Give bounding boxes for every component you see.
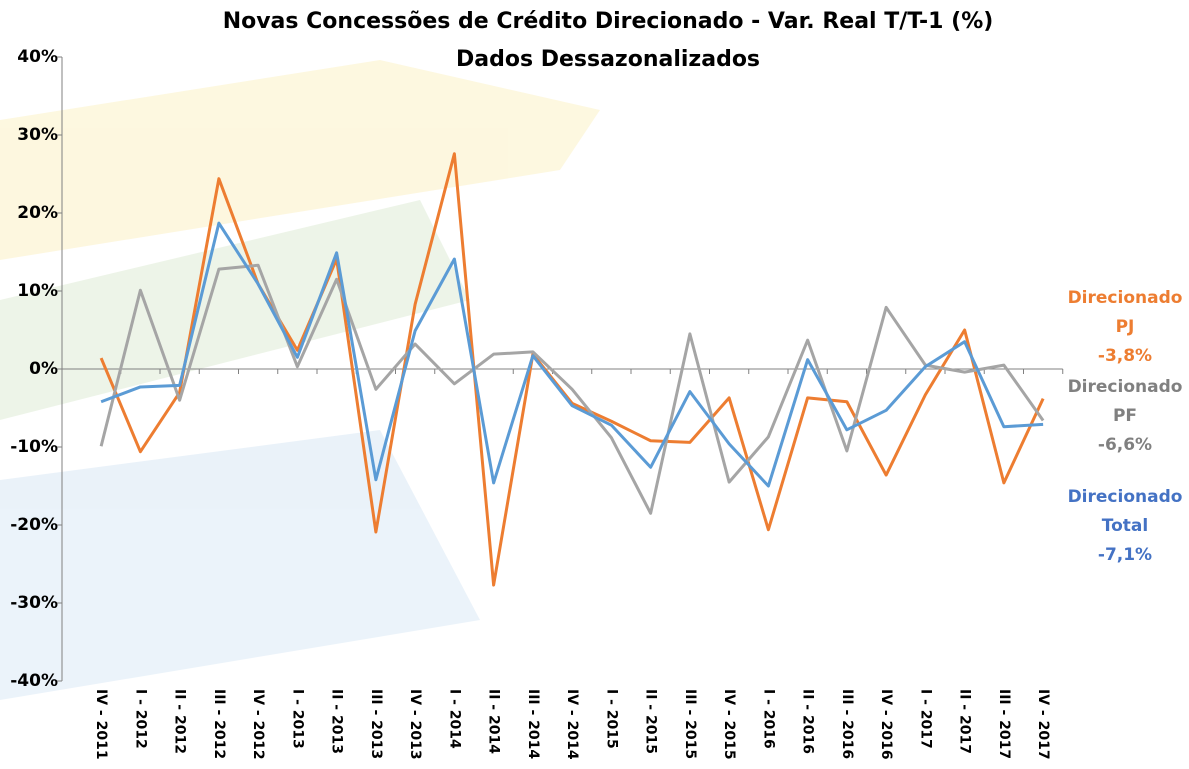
y-tick-label: 10% [17,281,58,301]
x-tick-label: II - 2016 [800,689,816,754]
y-tick-label: 20% [17,203,58,223]
chart: Novas Concessões de Crédito Direcionado … [0,0,1189,769]
x-tick-label: I - 2012 [132,689,148,749]
x-tick-label: I - 2016 [760,689,776,749]
x-tick-label: II - 2015 [643,689,659,754]
x-tick-label: IV - 2016 [878,689,894,760]
y-tick-label: 0% [29,359,58,379]
y-tick-label: -20% [10,515,58,535]
x-tick-label: I - 2015 [603,689,619,749]
x-tick-label: II - 2013 [329,689,345,754]
x-tick-label: I - 2013 [289,689,305,749]
x-tick-label: IV - 2011 [93,689,109,760]
x-tick-label: IV - 2012 [250,689,266,760]
x-tick-label: IV - 2014 [564,689,580,760]
x-tick-label: I - 2017 [917,689,933,749]
x-tick-label: III - 2014 [525,689,541,759]
y-tick-label: 40% [17,47,58,67]
x-tick-label: III - 2015 [682,689,698,759]
x-tick-label: III - 2012 [211,689,227,759]
x-tick-label: IV - 2015 [721,689,737,760]
x-tick-label: II - 2017 [957,689,973,754]
x-tick-label: III - 2013 [368,689,384,759]
y-tick-label: -10% [10,437,58,457]
x-tick-label: III - 2017 [996,689,1012,759]
chart-subtitle: Dados Dessazonalizados [456,47,760,72]
x-tick-label: IV - 2017 [1035,689,1051,760]
value-label: -3,8% [1098,346,1152,366]
x-tick-label: IV - 2013 [407,689,423,760]
x-tick-label: II - 2014 [486,689,502,754]
y-tick-label: -30% [10,593,58,613]
x-tick-label: I - 2014 [446,689,462,749]
x-tick-label: II - 2012 [172,689,188,754]
y-tick-label: 30% [17,125,58,145]
value-label: -7,1% [1098,545,1152,565]
x-tick-label: III - 2016 [839,689,855,759]
value-label: -6,6% [1098,435,1152,455]
chart-title: Novas Concessões de Crédito Direcionado … [223,9,994,34]
y-tick-label: -40% [10,671,58,691]
background-decoration [0,60,600,700]
